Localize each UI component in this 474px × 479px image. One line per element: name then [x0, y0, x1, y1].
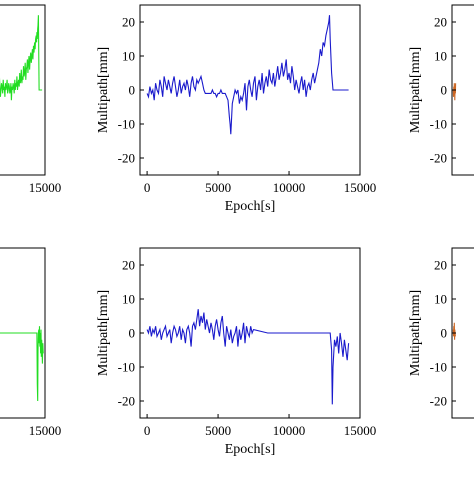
y-tick-label: -20 — [118, 394, 135, 409]
panel-top-right: -20 -10 0 10 20 Multipath[mm] — [408, 4, 474, 176]
x-axis-label: Epoch[s] — [225, 442, 276, 457]
y-tick-label: -10 — [430, 117, 447, 132]
panel-bottom-right: -20 -10 0 10 20 Multipath[mm] — [408, 247, 474, 419]
y-tick-label: 0 — [129, 83, 136, 98]
y-tick-label: 0 — [441, 326, 448, 341]
y-axis-label: Multipath[mm] — [408, 47, 423, 133]
x-tick-label: 15000 — [29, 423, 62, 438]
series-line-top-left — [0, 15, 43, 101]
y-tick-label: 20 — [122, 15, 135, 30]
y-tick-label: 20 — [434, 15, 447, 30]
x-tick-label: 10000 — [273, 423, 306, 438]
y-tick-label: -20 — [118, 151, 135, 166]
series-line-bottom-middle — [146, 309, 350, 405]
y-tick-label: 10 — [122, 292, 135, 307]
y-tick-label: 0 — [129, 326, 136, 341]
y-tick-label: 0 — [441, 83, 448, 98]
series-line-top-middle — [146, 15, 349, 135]
x-tick-label: 15000 — [344, 423, 377, 438]
y-tick-label: -10 — [430, 360, 447, 375]
x-tick-label: 0 — [144, 180, 151, 195]
x-tick-label: 15000 — [344, 180, 377, 195]
panel-top-middle: -20 -10 0 10 20 0 5000 10000 15000 Epoch[s] Multip… — [96, 4, 377, 214]
x-tick-label: 10000 — [273, 180, 306, 195]
y-tick-label: 20 — [434, 258, 447, 273]
y-tick-label: 20 — [122, 258, 135, 273]
y-tick-label: 10 — [122, 49, 135, 64]
panel-top-left: 15000 — [0, 4, 62, 195]
x-tick-label: 5000 — [205, 180, 231, 195]
y-tick-label: -10 — [118, 360, 135, 375]
axes-frame-top-left — [0, 4, 46, 176]
series-line-bottom-left — [0, 326, 44, 402]
panel-bottom-left: 15000 — [0, 247, 62, 438]
x-tick-label: 15000 — [29, 180, 62, 195]
axes-frame-bottom-left — [0, 247, 46, 419]
y-axis-label: Multipath[mm] — [408, 290, 423, 376]
y-tick-label: -10 — [118, 117, 135, 132]
y-tick-label: 10 — [434, 292, 447, 307]
y-axis-label: Multipath[mm] — [96, 290, 111, 376]
series-line-top-right — [452, 83, 457, 101]
x-tick-label: 0 — [144, 423, 151, 438]
y-tick-label: 10 — [434, 49, 447, 64]
series-line-bottom-right — [452, 322, 456, 340]
panel-bottom-middle: -20 -10 0 10 20 0 5000 10000 15000 Epoch[s] Multip… — [96, 247, 377, 457]
x-tick-label: 5000 — [205, 423, 231, 438]
y-tick-label: -20 — [430, 394, 447, 409]
y-axis-label: Multipath[mm] — [96, 47, 111, 133]
y-tick-label: -20 — [430, 151, 447, 166]
x-axis-label: Epoch[s] — [225, 199, 276, 214]
